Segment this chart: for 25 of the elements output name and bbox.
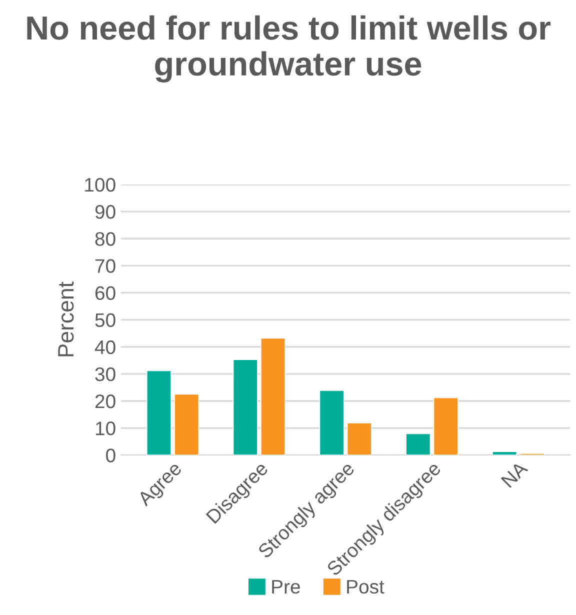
y-tick-label: 100	[85, 178, 116, 192]
chart-title: No need for rules to limit wells or groundwater use	[27, 15, 551, 82]
bar	[260, 338, 286, 456]
legend-label: Pre	[272, 580, 300, 594]
y-tick-label: 0	[106, 448, 116, 462]
bar	[492, 451, 518, 456]
y-tick-label: 90	[95, 205, 116, 219]
y-tick-label: 10	[96, 422, 116, 436]
bar	[346, 422, 372, 456]
bar	[174, 394, 200, 456]
y-tick-label: 20	[95, 394, 116, 408]
y-tick-label: 80	[95, 232, 116, 246]
y-tick-label: 30	[95, 367, 116, 382]
bar	[433, 397, 458, 456]
y-tick-label: 70	[95, 259, 116, 273]
x-tick-label: NA	[500, 460, 528, 488]
y-axis-title: Percent	[58, 282, 74, 356]
bar	[232, 359, 258, 456]
y-tick-label: 40	[94, 340, 116, 354]
bar	[146, 370, 172, 456]
y-tick-label: 60	[95, 286, 116, 300]
y-tick-label: 50	[95, 313, 116, 328]
bar	[319, 390, 344, 456]
legend-label: Post	[347, 580, 384, 594]
bar	[406, 433, 431, 456]
